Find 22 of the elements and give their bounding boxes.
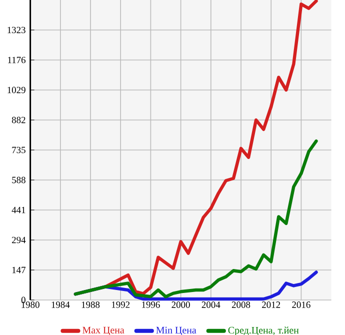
y-tick-label: 294: [12, 236, 26, 244]
y-tick-label: 735: [12, 146, 26, 154]
line-series: [74, 139, 318, 298]
x-tick-label: 2016: [292, 302, 310, 308]
x-tick-label: 2008: [232, 302, 250, 308]
x-tick-label: 1988: [82, 302, 100, 308]
y-tick-label: 1323: [8, 26, 26, 34]
x-tick-label: 2004: [202, 302, 220, 308]
legend-label: Max Цена: [82, 326, 124, 335]
x-tick-label: 1996: [142, 302, 160, 308]
y-tick-label: 588: [12, 176, 26, 184]
x-tick-label: 2000: [172, 302, 190, 308]
x-tick-label: 1984: [52, 302, 70, 308]
x-tick-label: 2012: [262, 302, 280, 308]
y-tick-label: 441: [12, 206, 26, 214]
y-tick-label: 1176: [8, 56, 26, 64]
x-tick-label: 1980: [22, 302, 40, 308]
y-tick-label: 1029: [8, 86, 26, 94]
y-tick-label: 882: [12, 116, 26, 124]
y-tick-label: 0: [21, 296, 26, 304]
y-tick-label: 147: [12, 266, 26, 274]
x-tick-label: 1992: [112, 302, 130, 308]
